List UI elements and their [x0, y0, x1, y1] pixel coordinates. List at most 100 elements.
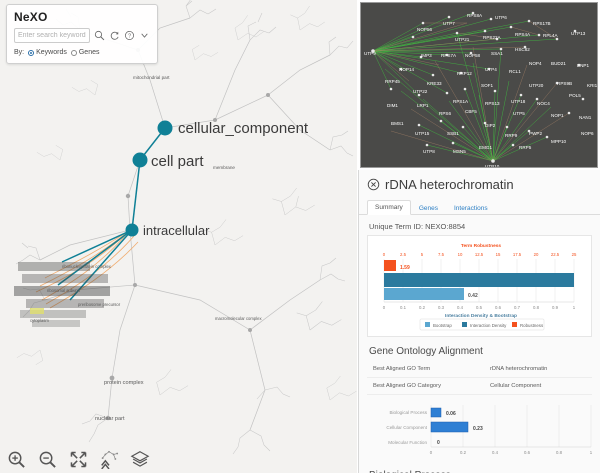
- legend-label-interaction-density: Interaction Density: [470, 323, 507, 328]
- help-icon[interactable]: ?: [123, 30, 135, 42]
- ontology-tree-graph[interactable]: mitochondrial part membrane protein comp…: [0, 0, 357, 473]
- gene-label-NAN1: NAN1: [579, 115, 592, 120]
- gene-label-NOP4: NOP4: [529, 61, 542, 66]
- legend-swatch-robustness: [512, 322, 517, 327]
- go-cat-molecular-function: Molecular Function: [388, 440, 427, 445]
- network-gene-labels: UTP9 NOP56 UTP7 RPS8A UTP6 RPS17B UTP21 …: [364, 13, 597, 168]
- gene-label-UTP4: UTP4: [485, 67, 497, 72]
- top-tick-3: 7.5: [438, 252, 445, 257]
- gene-label-MSN5: MSN5: [453, 149, 466, 154]
- layers-icon[interactable]: [130, 449, 150, 469]
- tree-label-preribosome-precursor: preribosome precursor: [78, 302, 121, 307]
- go-bar-value-cellular-component: 0.23: [473, 426, 483, 432]
- search-icon[interactable]: [93, 30, 105, 42]
- gene-label-UTP8: UTP8: [423, 149, 435, 154]
- go-xtick-4: 0.8: [556, 450, 563, 455]
- robustness-chart-card: Term Robustness 0 2.5 5 7.5 10 12.5 15 1…: [367, 235, 592, 337]
- go-bar-biological-process: [430, 407, 442, 418]
- legend-label-robustness: Robustness: [520, 323, 544, 328]
- tree-toolbar[interactable]: [6, 449, 150, 469]
- bar-interaction-density: [384, 273, 574, 287]
- tab-genes[interactable]: Genes: [418, 205, 438, 212]
- tab-summary[interactable]: Summary: [367, 200, 411, 215]
- gene-label-POL5: POL5: [569, 93, 581, 98]
- tree-node-cellular-component[interactable]: [157, 120, 173, 136]
- gene-label-UTP10: UTP10: [485, 164, 500, 168]
- tree-label-macromolecular-complex: macromolecular complex: [215, 316, 262, 321]
- network-edges-brown: [372, 20, 570, 162]
- tree-label-nuclear-part: nuclear part: [95, 416, 125, 422]
- top-tick-4: 10: [458, 252, 463, 257]
- go-term-key: Best Aligned GO Term: [367, 361, 484, 378]
- bar-robustness: [384, 260, 396, 271]
- bot-tick-4: 0.4: [457, 305, 464, 310]
- gene-label-RPS22A: RPS22A: [483, 35, 502, 40]
- bot-tick-6: 0.6: [495, 305, 502, 310]
- bot-tick-10: 1: [573, 305, 576, 310]
- gene-label-RPS6: RPS6: [439, 111, 451, 116]
- chevron-down-icon[interactable]: [138, 30, 150, 42]
- gene-label-HSC82: HSC82: [515, 47, 530, 52]
- go-xtick-1: 0.2: [460, 450, 467, 455]
- gene-label-NOP6: NOP6: [581, 131, 594, 136]
- go-xtick-5: 1: [590, 450, 593, 455]
- top-tick-7: 17.5: [513, 252, 522, 257]
- bot-tick-9: 0.9: [552, 305, 559, 310]
- fit-screen-icon[interactable]: [68, 449, 88, 469]
- search-panel[interactable]: NeXO ? By: Keywor: [6, 4, 158, 64]
- tree-label-cytoplasm: cytoplasm: [30, 318, 49, 323]
- search-input[interactable]: [14, 28, 90, 43]
- gene-label-RPS17B: RPS17B: [533, 21, 551, 26]
- radio-genes-label: Genes: [78, 49, 100, 56]
- legend-swatch-interaction-density: [462, 322, 467, 327]
- radio-keywords-label: Keywords: [36, 49, 67, 56]
- radio-genes[interactable]: Genes: [70, 49, 100, 56]
- close-icon[interactable]: [367, 178, 380, 191]
- ontology-tree-panel[interactable]: mitochondrial part membrane protein comp…: [0, 0, 357, 473]
- go-xtick-3: 0.6: [524, 450, 531, 455]
- gene-label-RPS8A: RPS8A: [467, 13, 483, 18]
- gene-label-BUD21: BUD21: [551, 61, 566, 66]
- tree-node-cell-part[interactable]: [132, 152, 148, 168]
- radio-keywords[interactable]: Keywords: [28, 49, 67, 56]
- gene-label-RPS4A: RPS4A: [515, 32, 531, 37]
- go-cat-cellular-component: Cellular Component: [386, 425, 427, 430]
- zoom-in-icon[interactable]: [6, 449, 26, 469]
- go-alignment-title: Gene Ontology Alignment: [369, 346, 483, 357]
- collapse-tree-icon[interactable]: [99, 449, 119, 469]
- top-tick-9: 22.5: [551, 252, 560, 257]
- gene-label-UTP20: UTP20: [529, 83, 544, 88]
- network-nodes: [371, 11, 585, 163]
- go-term-value: rDNA heterochromatin: [484, 361, 592, 378]
- tree-label-mitochondrial-part: mitochondrial part: [133, 75, 170, 80]
- gene-label-SOF1: SOF1: [481, 83, 493, 88]
- bar-robustness-value: 1.59: [400, 265, 410, 271]
- gene-label-RPS7A: RPS7A: [441, 53, 457, 58]
- tree-label-cellular-component: cellular_component: [178, 120, 309, 137]
- gene-label-CBF5: CBF5: [465, 109, 477, 114]
- robustness-chart-title: Term Robustness: [461, 243, 501, 249]
- gene-label-UTP15: UTP15: [415, 131, 430, 136]
- gene-label-RPS9B: RPS9B: [557, 81, 572, 86]
- info-tabs[interactable]: Summary Genes Interactions: [359, 195, 600, 215]
- top-tick-1: 2.5: [400, 252, 407, 257]
- gene-label-UTP7: UTP7: [443, 21, 455, 26]
- go-bar-value-biological-process: 0.06: [446, 411, 456, 417]
- bar-bootstrap-value: 0.42: [468, 293, 478, 299]
- gene-label-SSB1: SSB1: [447, 131, 459, 136]
- gene-label-RPL4A: RPL4A: [543, 33, 558, 38]
- top-tick-2: 5: [421, 252, 424, 257]
- zoom-out-icon[interactable]: [37, 449, 57, 469]
- term-title: rDNA heterochromatin: [385, 177, 514, 192]
- tab-interactions[interactable]: Interactions: [453, 205, 488, 212]
- gene-label-RRP5: RRP5: [519, 145, 532, 150]
- tree-node-intracellular[interactable]: [125, 223, 139, 237]
- term-info-panel[interactable]: rDNA heterochromatin Summary Genes Inter…: [358, 170, 600, 473]
- gene-network-panel[interactable]: UTP9 NOP56 UTP7 RPS8A UTP6 RPS17B UTP21 …: [360, 2, 598, 168]
- refresh-icon[interactable]: [108, 30, 120, 42]
- gene-network-graph[interactable]: UTP9 NOP56 UTP7 RPS8A UTP6 RPS17B UTP21 …: [361, 3, 598, 168]
- go-alignment-bar-chart: Biological Process 0.06 Cellular Compone…: [386, 405, 593, 455]
- gene-label-NOP56: NOP56: [417, 27, 433, 32]
- tree-label-intracellular: intracellular: [143, 223, 210, 238]
- tree-label-membrane: membrane: [213, 165, 235, 170]
